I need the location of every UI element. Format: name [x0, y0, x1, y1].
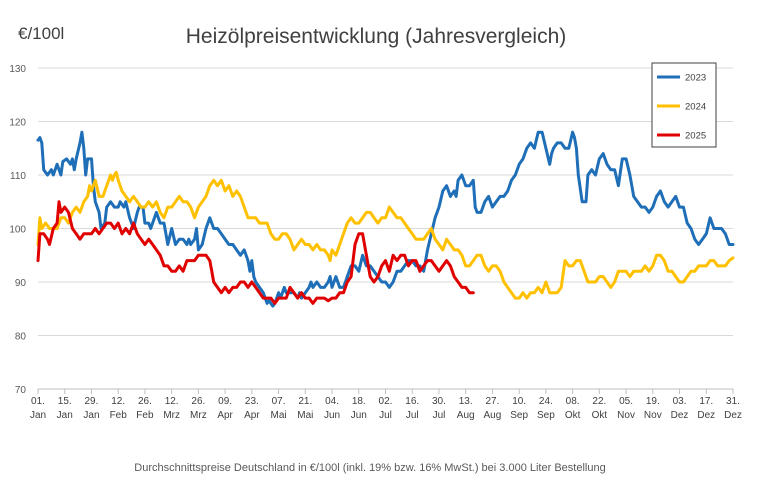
x-axis-ticks: 01. Jan 15. Jan 29. Jan 12. Feb 26. Feb 12. Mrz 26. M…: [30, 389, 742, 421]
x-tick-label-month: Jul: [379, 410, 392, 421]
x-tick-label-day: 26.: [138, 396, 152, 407]
y-tick-label: 90: [15, 278, 27, 289]
x-tick-label-month: Sep: [510, 410, 528, 421]
x-tick-label-month: Dez: [697, 410, 715, 421]
legend-label-2025: 2025: [685, 131, 706, 142]
legend-label-2023: 2023: [685, 73, 706, 84]
x-tick-label-month: Feb: [110, 410, 128, 421]
x-tick-label-day: 17.: [699, 396, 713, 407]
x-tick-label-month: Sep: [537, 410, 555, 421]
x-tick-label-day: 26.: [191, 396, 205, 407]
x-tick-label-day: 01.: [31, 396, 45, 407]
x-tick-label-month: Jun: [351, 410, 367, 421]
y-unit-label: €/100l: [18, 24, 64, 43]
series-lines: [36, 130, 735, 308]
x-tick-label-day: 07.: [272, 396, 286, 407]
x-tick-label-day: 19.: [646, 396, 660, 407]
x-tick-label-day: 12.: [111, 396, 125, 407]
x-tick-label-month: Nov: [617, 410, 635, 421]
footnote: Durchschnittspreise Deutschland in €/100…: [134, 462, 605, 474]
x-tick-label-month: Mai: [297, 410, 313, 421]
y-tick-label: 80: [15, 332, 27, 343]
x-tick-label-day: 09.: [218, 396, 232, 407]
grid-lines: [38, 67, 733, 390]
x-tick-label-day: 16.: [405, 396, 419, 407]
y-axis-ticks: 70 80 90 100 110 120 130: [9, 64, 26, 396]
x-tick-label-month: Feb: [136, 410, 154, 421]
y-tick-label: 130: [9, 64, 26, 75]
x-tick-label-day: 18.: [352, 396, 366, 407]
x-tick-label-day: 10.: [512, 396, 526, 407]
x-tick-label-day: 31.: [726, 396, 740, 407]
x-tick-label-month: Apr: [217, 410, 233, 421]
series-line-2023: [36, 130, 735, 308]
x-tick-label-month: Dez: [671, 410, 689, 421]
x-tick-label-month: Dez: [724, 410, 742, 421]
x-tick-label-day: 02.: [379, 396, 393, 407]
x-tick-label-day: 12.: [165, 396, 179, 407]
x-tick-label-month: Aug: [484, 410, 502, 421]
x-tick-label-month: Mai: [271, 410, 287, 421]
x-tick-label-month: Jan: [83, 410, 99, 421]
x-tick-label-month: Jun: [324, 410, 340, 421]
y-tick-label: 70: [15, 385, 27, 396]
chart-title: Heizölpreisentwicklung (Jahresvergleich): [186, 25, 567, 48]
x-tick-label-day: 27.: [485, 396, 499, 407]
x-tick-label-month: Mrz: [190, 410, 207, 421]
x-tick-label-day: 04.: [325, 396, 339, 407]
y-tick-label: 110: [10, 171, 26, 182]
x-tick-label-day: 05.: [619, 396, 633, 407]
y-tick-label: 100: [9, 225, 26, 236]
x-tick-label-month: Nov: [644, 410, 662, 421]
series-line-2024: [36, 170, 735, 300]
x-tick-label-day: 30.: [432, 396, 446, 407]
x-tick-label-day: 24.: [539, 396, 553, 407]
x-tick-label-month: Jan: [57, 410, 73, 421]
x-tick-label-day: 29.: [85, 396, 99, 407]
y-tick-label: 120: [9, 118, 26, 129]
x-tick-label-month: Jul: [433, 410, 446, 421]
x-tick-label-day: 15.: [58, 396, 72, 407]
x-tick-label-day: 21.: [298, 396, 312, 407]
x-tick-label-month: Jul: [406, 410, 419, 421]
legend: 2023 2024 2025: [651, 62, 717, 148]
x-tick-label-month: Aug: [457, 410, 475, 421]
series-line-2025: [36, 200, 475, 305]
legend-label-2024: 2024: [685, 102, 706, 113]
x-tick-label-day: 23.: [245, 396, 259, 407]
x-tick-label-day: 13.: [459, 396, 473, 407]
x-tick-label-month: Apr: [244, 410, 260, 421]
x-tick-label-month: Mrz: [163, 410, 180, 421]
x-tick-label-month: Jan: [30, 410, 46, 421]
x-tick-label-month: Okt: [565, 410, 581, 421]
x-tick-label-day: 22.: [592, 396, 606, 407]
x-tick-label-day: 03.: [673, 396, 687, 407]
x-tick-label-day: 08.: [566, 396, 580, 407]
x-tick-label-month: Okt: [592, 410, 608, 421]
